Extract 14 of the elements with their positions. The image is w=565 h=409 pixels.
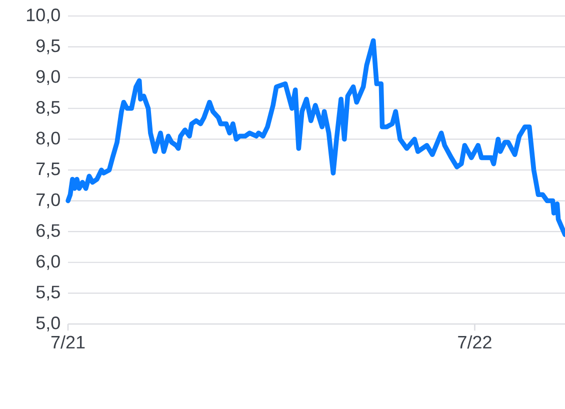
- y-tick-label: 6,5: [36, 224, 60, 240]
- y-tick-label: 5,5: [36, 286, 60, 301]
- y-tick-label: 5,0: [36, 316, 60, 332]
- x-tick-label: 7/21: [51, 335, 85, 349]
- y-tick-label: 8,0: [36, 132, 60, 147]
- y-tick-label: 7,5: [36, 162, 60, 178]
- y-tick-label: 9,0: [36, 70, 60, 86]
- line-series: [66, 38, 565, 238]
- y-tick-label: 10,0: [26, 8, 60, 24]
- y-tick-label: 8,5: [36, 100, 60, 116]
- y-tick-label: 6,0: [36, 254, 60, 270]
- y-tick-label: 9,5: [36, 39, 60, 54]
- x-tick-label: 7/22: [458, 335, 492, 349]
- y-tick-label: 7,0: [36, 193, 60, 208]
